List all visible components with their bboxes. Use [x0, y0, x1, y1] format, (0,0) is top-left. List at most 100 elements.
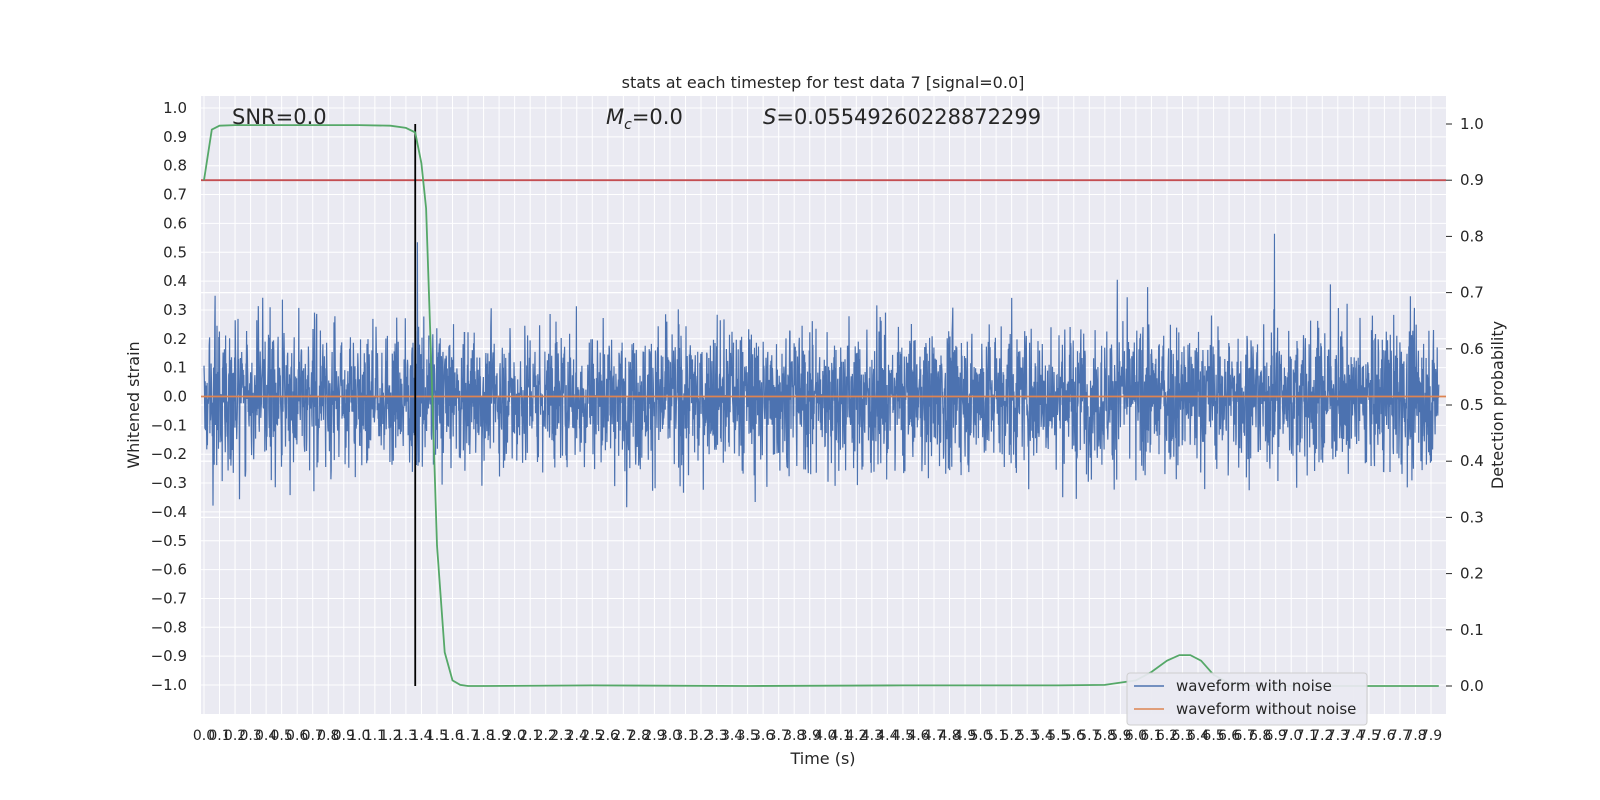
overlay-lines	[201, 124, 1446, 687]
x-tick-label: 6.2	[1156, 728, 1178, 744]
y-tick-label-left: −0.1	[151, 416, 187, 434]
x-tick-label: 5.9	[1109, 728, 1131, 744]
x-tick-label: 2.7	[612, 728, 634, 744]
x-tick-label: 1.0	[348, 728, 370, 744]
y-tick-label-left: −0.3	[151, 474, 187, 492]
mc-value: =0.0	[632, 105, 683, 129]
x-tick-label: 0.7	[302, 728, 324, 744]
x-tick-label: 3.5	[736, 728, 758, 744]
y-tick-label-left: 0.1	[163, 359, 187, 377]
x-tick-label: 2.0	[504, 728, 526, 744]
x-tick-label: 6.7	[1233, 728, 1255, 744]
s-symbol: S	[763, 105, 776, 129]
y-tick-label-left: 0.5	[163, 243, 187, 261]
y-tick-label-right: 0.1	[1460, 621, 1484, 639]
x-tick-label: 4.8	[938, 728, 960, 744]
mc-symbol: M	[606, 105, 624, 129]
y-tick-label-right: 0.7	[1460, 284, 1484, 302]
x-tick-label: 7.3	[1327, 728, 1349, 744]
y-axis-label-right: Detection probability	[1488, 321, 1507, 489]
x-tick-label: 3.7	[768, 728, 790, 744]
y-tick-label-left: 0.6	[163, 214, 187, 232]
x-tick-label: 5.5	[1047, 728, 1069, 744]
x-tick-label: 3.4	[721, 728, 743, 744]
y-tick-label-right: 0.9	[1460, 171, 1484, 189]
y-tick-label-right: 0.3	[1460, 508, 1484, 526]
x-tick-label: 2.4	[566, 728, 588, 744]
mc-annotation: Mc=0.0	[606, 105, 683, 133]
y-tick-label-left: −0.5	[151, 532, 187, 550]
x-tick-label: 3.8	[783, 728, 805, 744]
x-tick-label: 0.6	[286, 728, 308, 744]
x-tick-label: 3.1	[674, 728, 696, 744]
x-tick-label: 1.9	[488, 728, 510, 744]
x-tick-label: 2.5	[581, 728, 603, 744]
y-tick-label-right: 0.4	[1460, 452, 1484, 470]
x-tick-label: 2.8	[628, 728, 650, 744]
x-tick-label: 3.3	[705, 728, 727, 744]
y-tick-label-left: −0.4	[151, 503, 187, 521]
y-tick-label-left: 0.4	[163, 272, 187, 290]
x-tick-label: 4.4	[876, 728, 898, 744]
x-axis-label: Time (s)	[789, 749, 855, 768]
y-tick-label-left: −0.8	[151, 618, 187, 636]
x-tick-label: 1.3	[395, 728, 417, 744]
x-tick-label: 6.0	[1125, 728, 1147, 744]
x-tick-label: 0.4	[255, 728, 277, 744]
x-tick-label: 2.6	[597, 728, 619, 744]
x-tick-label: 1.7	[457, 728, 479, 744]
y-tick-label-left: −0.7	[151, 589, 187, 607]
x-tick-label: 0.0	[193, 728, 215, 744]
x-tick-label: 3.9	[799, 728, 821, 744]
x-tick-label: 4.0	[814, 728, 836, 744]
x-tick-label: 0.8	[317, 728, 339, 744]
legend-label-clean: waveform without noise	[1176, 700, 1356, 718]
x-tick-label: 5.2	[1001, 728, 1023, 744]
x-tick-label: 1.5	[426, 728, 448, 744]
x-tick-label: 7.9	[1420, 728, 1442, 744]
x-tick-label: 3.0	[659, 728, 681, 744]
x-tick-label: 3.2	[690, 728, 712, 744]
x-tick-label: 0.1	[208, 728, 230, 744]
x-tick-label: 6.8	[1249, 728, 1271, 744]
x-tick-label: 0.9	[333, 728, 355, 744]
x-tick-label: 4.6	[907, 728, 929, 744]
y-tick-label-left: 0.0	[163, 388, 187, 406]
axes: 0.00.10.20.30.40.50.60.70.80.91.01.11.21…	[151, 99, 1484, 744]
x-tick-label: 5.8	[1094, 728, 1116, 744]
chart-title: stats at each timestep for test data 7 […	[622, 73, 1025, 92]
x-tick-label: 0.3	[239, 728, 261, 744]
x-tick-label: 1.2	[379, 728, 401, 744]
x-tick-label: 6.5	[1202, 728, 1224, 744]
y-tick-label-left: 1.0	[163, 99, 187, 117]
y-tick-label-right: 0.2	[1460, 565, 1484, 583]
x-tick-label: 1.8	[472, 728, 494, 744]
x-tick-label: 3.6	[752, 728, 774, 744]
detection-probability-line	[203, 124, 1439, 687]
snr-annotation: SNR=0.0	[232, 105, 327, 129]
y-tick-label-left: 0.9	[163, 128, 187, 146]
y-tick-label-left: 0.7	[163, 186, 187, 204]
x-tick-label: 5.1	[985, 728, 1007, 744]
y-tick-label-left: −0.2	[151, 445, 187, 463]
x-tick-label: 6.4	[1187, 728, 1209, 744]
x-tick-label: 2.2	[535, 728, 557, 744]
x-tick-label: 7.6	[1373, 728, 1395, 744]
y-tick-label-right: 1.0	[1460, 115, 1484, 133]
x-tick-label: 5.6	[1063, 728, 1085, 744]
x-tick-label: 4.1	[830, 728, 852, 744]
s-value: =0.05549260228872299	[776, 105, 1041, 129]
x-tick-label: 7.4	[1342, 728, 1364, 744]
legend-label-noise: waveform with noise	[1176, 677, 1332, 695]
x-tick-label: 7.5	[1358, 728, 1380, 744]
x-tick-label: 7.1	[1296, 728, 1318, 744]
x-tick-label: 0.5	[271, 728, 293, 744]
x-tick-label: 4.2	[845, 728, 867, 744]
x-tick-label: 2.1	[519, 728, 541, 744]
x-tick-label: 5.0	[969, 728, 991, 744]
x-tick-label: 4.7	[923, 728, 945, 744]
y-axis-label-left: Whitened strain	[124, 341, 143, 468]
s-annotation: S=0.05549260228872299	[763, 105, 1041, 129]
mc-subscript: c	[624, 117, 632, 133]
legend-box	[1126, 672, 1368, 726]
